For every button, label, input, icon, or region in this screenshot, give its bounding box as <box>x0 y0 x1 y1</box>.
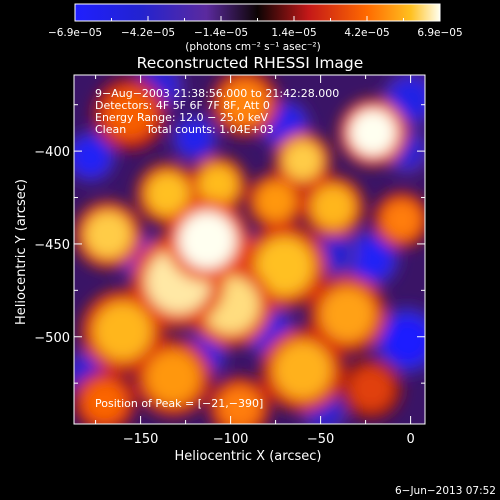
image-blob <box>146 172 190 216</box>
image-blob <box>178 211 236 270</box>
image-blob <box>93 302 152 360</box>
x-axis-ticks <box>95 75 412 424</box>
image-blob <box>383 317 425 364</box>
image-blob <box>178 121 211 155</box>
image-blob <box>381 199 422 240</box>
image-blob <box>255 237 314 296</box>
colorbar-tick-label: −6.9e−05 <box>48 27 102 39</box>
annotation-peak: Position of Peak = [−21,−390] <box>95 397 263 410</box>
y-axis-tick-labels: −400 −450 −500 <box>34 145 70 346</box>
annotation-time-range: 9−Aug−2003 21:38:56.000 to 21:42:28.000 <box>95 87 339 100</box>
annotation-method: Clean <box>95 123 126 136</box>
x-axis-tick-labels: −150 −100 −50 0 <box>123 432 415 447</box>
image-blob <box>320 287 375 342</box>
image-blob <box>104 88 155 140</box>
image-blob <box>84 211 132 259</box>
y-tick-label: −400 <box>34 145 70 160</box>
x-tick-label: −100 <box>213 432 249 447</box>
footer-date: 6−Jun−2013 07:52 <box>395 485 496 497</box>
colorbar-tick-label: 4.2e−05 <box>344 27 389 39</box>
annotation-counts: Total counts: 1.04E+03 <box>145 123 274 136</box>
colorbar-tick-label: 6.9e−05 <box>417 27 462 39</box>
image-blob <box>146 350 200 405</box>
image-blob <box>349 367 393 411</box>
plot-frame <box>73 74 426 425</box>
image-blob <box>311 185 355 229</box>
colorbar-unit-label: (photons cm⁻² s⁻¹ asec⁻²) <box>185 41 320 53</box>
image-blob <box>351 238 391 279</box>
image-blob <box>282 140 323 181</box>
y-axis-ticks <box>74 104 425 384</box>
x-tick-label: −50 <box>307 432 334 447</box>
colorbar-tick-label: −1.4e−05 <box>194 27 248 39</box>
image-blobs <box>74 75 425 424</box>
image-blob <box>74 138 109 175</box>
x-tick-label: −150 <box>123 432 159 447</box>
image-blob <box>255 181 296 222</box>
image-blob <box>83 380 127 424</box>
annotation-detectors: Detectors: 4F 5F 6F 7F 8F, Att 0 <box>95 99 270 112</box>
x-axis-label: Heliocentric X (arcsec) <box>175 449 322 464</box>
image-blob <box>198 164 238 205</box>
x-tick-label: 0 <box>406 432 414 447</box>
image-blob <box>273 341 332 399</box>
image-blob <box>218 385 262 424</box>
y-tick-label: −500 <box>34 331 70 346</box>
image-blob <box>221 79 269 127</box>
image-blob <box>390 79 425 119</box>
y-axis-label: Heliocentric Y (arcsec) <box>14 179 29 325</box>
colorbar-ticks <box>74 16 441 21</box>
colorbar-tick-label: 1.4e−05 <box>271 27 316 39</box>
chart-title: Reconstructed RHESSI Image <box>137 54 364 72</box>
y-tick-label: −450 <box>34 238 70 253</box>
annotation-energy: Energy Range: 12.0 − 25.0 keV <box>95 111 269 124</box>
colorbar-tick-labels: −6.9e−05 −4.2e−05 −1.4e−05 1.4e−05 4.2e−05 6.… <box>48 27 463 39</box>
image-blob <box>318 237 352 270</box>
colorbar-tick-label: −4.2e−05 <box>121 27 175 39</box>
image-blob <box>349 109 397 156</box>
